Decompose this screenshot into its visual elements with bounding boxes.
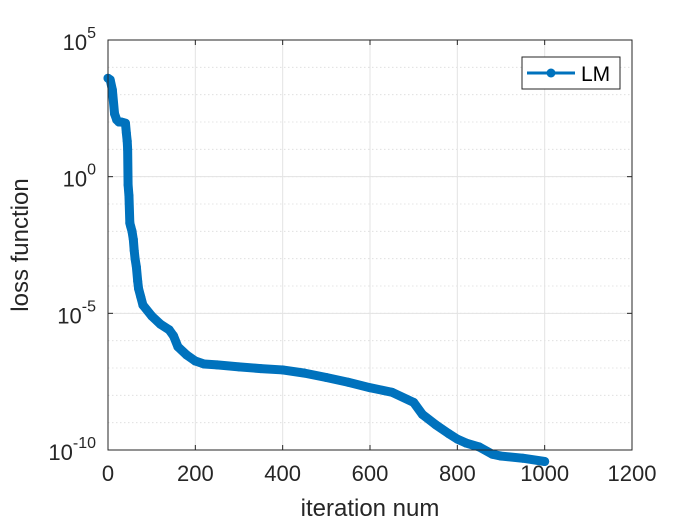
data-point: [234, 362, 244, 372]
data-point: [518, 453, 528, 463]
data-point: [343, 377, 353, 387]
data-point: [256, 364, 266, 374]
data-point: [107, 85, 117, 95]
data-point: [138, 300, 148, 310]
y-tick-label: 10-10: [48, 435, 96, 465]
y-axis-ticks: 10-10 10-5 100 105: [48, 25, 632, 465]
data-point: [496, 451, 506, 461]
data-point: [387, 387, 397, 397]
legend-marker-swatch: [546, 68, 556, 78]
data-point: [212, 360, 222, 370]
data-point: [365, 383, 375, 393]
data-point: [474, 442, 484, 452]
data-point: [133, 276, 143, 286]
y-tick-label: 100: [63, 162, 96, 192]
data-point: [540, 456, 550, 466]
data-point: [123, 144, 133, 154]
data-point: [129, 245, 139, 255]
data-point: [127, 226, 137, 236]
data-point: [136, 292, 146, 302]
data-point: [278, 365, 288, 375]
data-point: [128, 235, 138, 245]
x-axis-title: iteration num: [301, 495, 440, 522]
data-point: [155, 319, 165, 329]
data-point: [409, 397, 419, 407]
data-point: [122, 136, 132, 146]
x-tick-label: 1000: [520, 461, 569, 486]
data-point: [130, 254, 140, 264]
data-point: [134, 284, 144, 294]
data-point: [105, 75, 115, 85]
y-tick-label: 10-5: [57, 298, 96, 328]
data-point: [444, 429, 454, 439]
x-tick-label: 800: [439, 461, 476, 486]
data-point: [131, 262, 141, 272]
data-point: [124, 191, 134, 201]
data-point: [182, 350, 192, 360]
data-point: [121, 128, 131, 138]
data-point: [487, 449, 497, 459]
data-point: [190, 356, 200, 366]
x-tick-label: 400: [264, 461, 301, 486]
x-axis-ticks: 0 200 400 600 800 1000 1200: [102, 40, 657, 486]
x-tick-label: 200: [177, 461, 214, 486]
data-point: [417, 409, 427, 419]
data-point: [169, 331, 178, 341]
data-point: [321, 372, 331, 382]
data-point: [461, 438, 471, 448]
legend-label-lm: LM: [581, 63, 610, 86]
y-tick-label: 105: [63, 25, 96, 55]
x-tick-label: 600: [352, 461, 389, 486]
data-point: [452, 434, 462, 444]
x-tick-label: 1200: [608, 461, 657, 486]
data-point: [120, 118, 130, 128]
data-point: [173, 342, 183, 352]
data-point: [199, 359, 209, 369]
x-tick-label: 0: [102, 461, 114, 486]
series-layer: [103, 73, 550, 466]
y-axis-title: loss function: [7, 178, 34, 311]
data-point: [300, 368, 309, 378]
data-point: [123, 180, 133, 190]
legend: LM: [521, 56, 621, 90]
data-point: [147, 311, 157, 321]
data-point: [431, 420, 440, 430]
